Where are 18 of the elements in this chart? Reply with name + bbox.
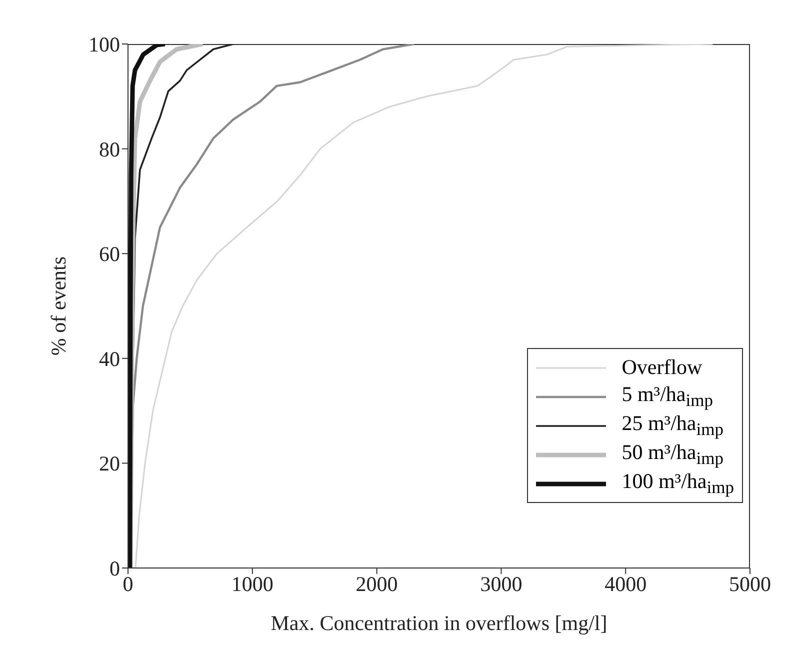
x-tick-label: 1000 xyxy=(231,572,274,596)
legend-label: Overflow xyxy=(622,355,702,379)
legend-label: 25 m³/ha$_{imp}$ xyxy=(622,410,724,439)
y-tick-label: 20 xyxy=(99,452,120,476)
x-tick-label: 2000 xyxy=(356,572,398,596)
legend-label: 50 m³/ha$_{imp}$ xyxy=(622,440,724,468)
legend-label: 100 m³/ha$_{imp}$ xyxy=(622,468,734,497)
legend-label: 5 m³/ha$_{imp}$ xyxy=(622,382,713,410)
x-tick-label: 4000 xyxy=(604,572,647,596)
y-tick-label: 80 xyxy=(99,137,120,162)
y-tick-label: 0 xyxy=(110,556,120,580)
y-tick-label: 100 xyxy=(88,32,120,56)
y-tick-label: 40 xyxy=(99,346,120,371)
x-tick-label: 5000 xyxy=(729,572,771,596)
x-tick-label: 3000 xyxy=(480,572,522,596)
x-axis-title: Max. Concentration in overflows [mg/l] xyxy=(270,611,608,635)
y-axis-title: % of events xyxy=(46,256,70,356)
y-tick-label: 60 xyxy=(99,242,120,266)
